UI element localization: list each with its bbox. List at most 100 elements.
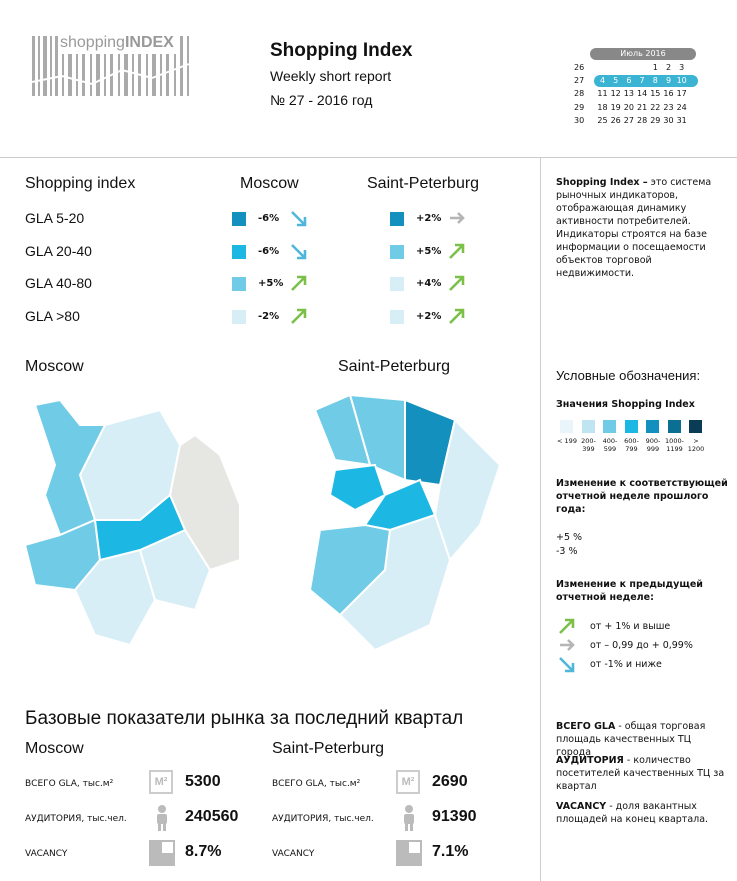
scale-label: > 1200	[687, 437, 705, 453]
person-icon	[401, 805, 417, 836]
metric-label: ВСЕГО GLA, тыс.м²	[25, 779, 114, 789]
wow-item: от + 1% и выше	[590, 621, 671, 632]
index-value: +5%	[416, 245, 442, 257]
person-icon	[154, 805, 170, 836]
trend-arrow	[558, 617, 576, 640]
description-bold: Shopping Index –	[556, 177, 648, 188]
city-name: Moscow	[25, 740, 84, 757]
index-swatch	[232, 277, 246, 291]
calendar-day: 25	[597, 115, 608, 125]
calendar-day: 26	[610, 115, 621, 125]
trend-arrow	[448, 242, 466, 265]
maps	[23, 393, 502, 652]
trend-arrow	[558, 655, 576, 678]
scale-swatch	[603, 420, 616, 433]
scale-label: 1000-1199	[665, 437, 684, 453]
table-header: Moscow	[240, 175, 299, 192]
calendar-day: 20	[623, 102, 634, 112]
market-title: Базовые показатели рынка за последний кв…	[25, 708, 464, 729]
definition-term: VACANCY	[556, 801, 607, 812]
issue: № 27 - 2016 год	[270, 92, 373, 108]
calendar-day: 4	[599, 76, 606, 86]
arrow-icon	[291, 243, 307, 259]
index-value: -6%	[258, 245, 280, 257]
calendar-day: 17	[676, 89, 687, 99]
yoy-item: +5 %	[556, 532, 583, 543]
person	[157, 805, 167, 831]
arrow-icon	[291, 308, 307, 324]
definition: VACANCY - доля вакантных площадей на кон…	[556, 800, 728, 826]
trend-arrow	[290, 307, 308, 330]
metric-value: 91390	[432, 808, 477, 825]
metric-label: VACANCY	[25, 849, 68, 859]
week-number: 26	[574, 63, 585, 72]
city-name: Saint-Peterburg	[272, 740, 385, 757]
wow-title: Изменение к предыдущей отчетной неделе:	[556, 579, 703, 603]
scale-swatch	[667, 420, 681, 433]
row-label: GLA >80	[25, 307, 80, 324]
trend-arrow	[448, 209, 466, 232]
calendar-day: 16	[663, 89, 674, 99]
trend-arrow	[290, 242, 308, 265]
index-value: +4%	[416, 278, 442, 289]
index-value: +2%	[416, 310, 442, 322]
legend-title: Условные обозначения:	[556, 368, 701, 383]
index-swatch	[390, 244, 404, 259]
arrow-icon	[291, 211, 307, 227]
calendar-day: 31	[676, 115, 687, 125]
row-label: GLA 20-40	[25, 242, 92, 259]
gla-icon: M²	[149, 770, 173, 794]
calendar-day: 12	[610, 89, 621, 99]
arrow-icon	[450, 212, 465, 224]
scale-label: < 199	[557, 437, 577, 445]
divider	[0, 157, 737, 158]
trend-arrow	[558, 636, 576, 659]
logo	[32, 36, 190, 96]
wow-item: от – 0,99 до + 0,99%	[590, 640, 693, 651]
map-title: Moscow	[25, 358, 84, 375]
calendar-day: 19	[610, 102, 621, 112]
index-swatch	[232, 309, 246, 324]
calendar-day: 13	[623, 89, 634, 99]
metric-label: АУДИТОРИЯ, тыс.чел.	[25, 814, 127, 824]
calendar-day: 2	[665, 63, 672, 72]
metric-value: 240560	[185, 808, 239, 825]
subtitle: Weekly short report	[270, 68, 392, 84]
scale-swatch	[646, 420, 659, 433]
calendar-day: 10	[676, 76, 687, 86]
trend-arrow	[290, 274, 308, 297]
trend-arrow	[290, 209, 308, 232]
vacancy	[149, 840, 175, 866]
definition-text: - количество посетителей качественных ТЦ…	[556, 755, 725, 792]
definition: ВСЕГО GLA - общая торговая площадь качес…	[556, 720, 728, 759]
calendar-day: 9	[665, 76, 672, 86]
logo-text: shoppingINDEX	[58, 34, 176, 52]
title: Shopping Index	[270, 40, 413, 61]
calendar-day: 24	[676, 102, 687, 112]
scale-label: 400-599	[602, 437, 618, 453]
wow-item: от -1% и ниже	[590, 659, 662, 670]
metric-value: 8.7%	[185, 843, 222, 860]
scale-label: 600-799	[624, 437, 639, 453]
table-header: Shopping index	[25, 175, 136, 192]
gla-icon: M²	[396, 770, 420, 794]
calendar-day: 30	[663, 115, 674, 125]
arrow-icon	[449, 243, 465, 259]
definition-text: - общая торговая площадь качественных ТЦ…	[556, 721, 706, 758]
arrow-icon	[559, 618, 575, 634]
calendar-day: 29	[650, 115, 661, 125]
calendar-day: 3	[679, 63, 685, 72]
trend-arrow	[448, 274, 466, 297]
scale-title: Значения Shopping Index	[556, 399, 695, 410]
yoy-title: Изменение к соответствующей отчетной нед…	[556, 478, 728, 515]
row-label: GLA 40-80	[25, 275, 92, 291]
index-swatch	[390, 309, 404, 324]
calendar-day: 14	[637, 89, 648, 99]
calendar-month: Июль 2016	[590, 48, 696, 60]
index-value: +5%	[258, 278, 284, 289]
definition-term: ВСЕГО GLA	[556, 721, 616, 732]
vacancy-icon	[149, 840, 175, 871]
index-swatch	[232, 244, 246, 259]
scale-label: 200-399	[581, 437, 596, 453]
